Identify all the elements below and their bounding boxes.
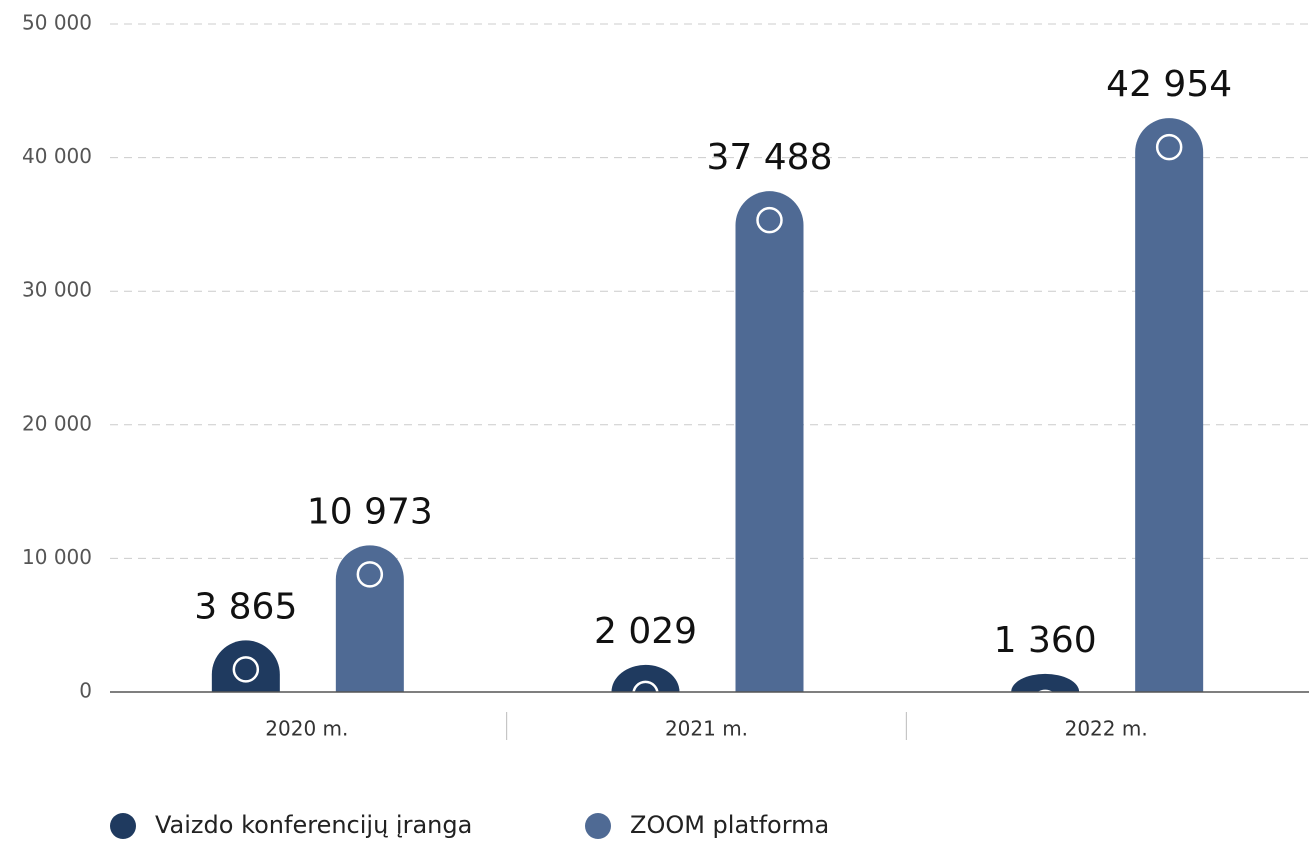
x-tick-label: 2021 m. xyxy=(665,717,748,741)
bar-marker xyxy=(356,561,384,588)
bar xyxy=(211,640,280,692)
bar xyxy=(611,664,680,692)
value-label: 42 954 xyxy=(1106,64,1232,105)
bar xyxy=(735,191,804,692)
y-tick-label: 50 000 xyxy=(22,11,92,35)
bar xyxy=(1011,673,1080,692)
bar-marker xyxy=(1155,133,1183,161)
y-tick-label: 20 000 xyxy=(22,411,92,435)
value-label: 3 865 xyxy=(194,586,297,627)
value-label: 1 360 xyxy=(994,620,1097,661)
legend-swatch xyxy=(585,813,611,839)
bar-marker xyxy=(232,656,260,683)
bar-marker xyxy=(1037,689,1053,692)
bar xyxy=(1135,118,1204,692)
x-tick-label: 2020 m. xyxy=(265,717,348,741)
bar xyxy=(335,545,404,692)
y-tick-label: 10 000 xyxy=(22,545,92,569)
y-tick-label: 0 xyxy=(79,679,92,703)
y-tick-label: 30 000 xyxy=(22,278,92,302)
bars xyxy=(211,118,1204,692)
value-label: 10 973 xyxy=(307,491,433,532)
legend-label: ZOOM platforma xyxy=(630,811,829,839)
legend-label: Vaizdo konferencijų įranga xyxy=(155,811,472,839)
y-tick-label: 40 000 xyxy=(22,144,92,168)
bar-marker xyxy=(756,206,783,234)
value-label: 2 029 xyxy=(594,611,697,652)
bar-marker xyxy=(632,680,659,692)
legend-swatch xyxy=(110,813,136,839)
value-label: 37 488 xyxy=(707,137,833,178)
x-tick-label: 2022 m. xyxy=(1065,717,1148,741)
